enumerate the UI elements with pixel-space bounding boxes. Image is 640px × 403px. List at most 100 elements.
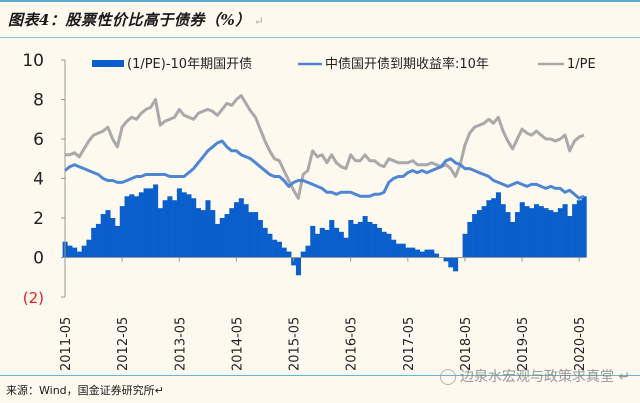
spread-bar-2012-12: [153, 184, 159, 258]
spread-bar-2011-06: [67, 245, 73, 258]
chart: (2) 0 2 4 6 8 10 2011-05 2012-05 2013-05 2014-05 20…: [22, 51, 596, 371]
spread-bar-2013-06: [181, 192, 187, 258]
spread-bar-2013-01: [157, 208, 163, 258]
spread-bar-2015-02: [276, 241, 282, 258]
spread-bar-2012-06: [124, 196, 130, 258]
spread-bar-2015-07: [300, 251, 306, 258]
spread-bar-2018-07: [472, 214, 478, 258]
y-tick-label: 8: [33, 91, 44, 111]
pe-line: [65, 94, 585, 200]
x-tick-label: 2012-05: [116, 317, 131, 371]
spread-bar-2019-08: [534, 204, 540, 258]
spread-bar-2016-02: [334, 227, 340, 258]
spread-bar-2015-03: [281, 247, 287, 258]
spread-bar-2020-01: [557, 208, 563, 258]
spread-bar-2014-06: [238, 198, 244, 258]
x-tick-label: 2013-05: [173, 317, 188, 371]
spread-bar-2017-02: [391, 239, 397, 258]
spread-bar-2014-12: [267, 233, 273, 258]
spread-bar-2017-01: [386, 233, 392, 258]
spread-bar-2016-05: [348, 219, 354, 258]
source-note: 来源：Wind，国金证券研究所↵: [6, 384, 164, 397]
spread-bars: [62, 184, 587, 276]
spread-bar-2015-12: [324, 229, 330, 258]
x-tick-label: 2019-05: [516, 317, 531, 371]
spread-bar-2014-04: [229, 208, 235, 258]
spread-bar-2012-07: [129, 194, 135, 258]
spread-bar-2016-08: [362, 216, 368, 258]
figure-title-text: 图表4：股票性价比高于债券（%）: [8, 11, 251, 29]
spread-bar-2020-02: [562, 204, 568, 258]
axes: (2) 0 2 4 6 8 10 2011-05 2012-05 2013-05 2014-05 20…: [22, 51, 588, 371]
spread-bar-2013-12: [210, 210, 216, 258]
spread-bar-2012-05: [119, 206, 125, 258]
spread-bar-2013-02: [162, 200, 168, 258]
spread-bar-2019-07: [529, 208, 535, 258]
spread-bar-2016-07: [357, 221, 363, 258]
spread-bar-2019-01: [500, 204, 506, 258]
spread-bar-2019-02: [505, 212, 511, 258]
spread-bar-2011-12: [95, 223, 102, 258]
y-tick-label: (2): [23, 289, 44, 307]
spread-bar-2020-05: [576, 200, 582, 258]
spread-bar-2017-11: [434, 253, 440, 258]
spread-bar-2017-06: [410, 247, 416, 258]
spread-bar-2017-09: [424, 249, 430, 258]
spread-bar-2013-09: [195, 208, 201, 258]
source-rule: [0, 375, 640, 376]
spread-bar-2017-10: [429, 249, 435, 258]
spread-bar-2015-09: [310, 225, 316, 258]
x-tick-label: 2017-05: [402, 317, 417, 371]
spread-bar-2018-01: [443, 257, 449, 262]
spread-bar-2018-10: [486, 200, 492, 258]
figure-title: 图表4：股票性价比高于债券（%） ↵: [8, 9, 264, 30]
spread-bar-2020-06: [581, 196, 587, 258]
spread-bar-2018-12: [495, 192, 501, 258]
spread-bar-2016-04: [343, 237, 349, 258]
spread-bar-2016-10: [372, 223, 378, 258]
spread-bar-2011-08: [76, 251, 82, 258]
spread-bar-2012-09: [138, 192, 144, 258]
x-tick-label: 2018-05: [459, 317, 474, 371]
spread-bar-2014-09: [253, 212, 259, 258]
spread-bar-2011-09: [81, 245, 87, 258]
y-tick-label: 6: [33, 130, 44, 150]
spread-bar-2015-01: [272, 239, 278, 258]
legend-label-pe: 1/PE: [567, 57, 596, 72]
spread-bar-2019-05: [519, 202, 525, 258]
spread-bar-2014-11: [262, 227, 268, 258]
spread-bar-2014-02: [219, 218, 225, 258]
spread-bar-2017-03: [395, 243, 401, 258]
spread-bar-2012-08: [134, 196, 140, 258]
spread-bar-2013-03: [167, 196, 173, 258]
spread-bar-2014-03: [224, 214, 230, 258]
spread-bar-2011-10: [86, 239, 92, 258]
spread-bar-2019-09: [538, 206, 544, 258]
spread-bar-2015-06: [295, 257, 301, 276]
spread-bar-2013-07: [186, 194, 192, 258]
spread-bar-2018-11: [491, 198, 497, 258]
spread-bar-2019-11: [548, 210, 554, 258]
y-tick-label: 10: [22, 51, 44, 71]
spread-bar-2017-04: [400, 243, 406, 258]
spread-bar-2018-08: [476, 210, 482, 258]
legend-label-yield: 中债国开债到期收益率:10年: [325, 56, 489, 72]
spread-bar-2013-11: [205, 200, 211, 258]
spread-bar-2014-08: [248, 212, 254, 258]
title-rule: [0, 37, 640, 38]
spread-bar-2018-02: [448, 257, 454, 268]
x-tick-label: 2016-05: [345, 317, 360, 371]
spread-bar-2016-06: [353, 223, 359, 258]
spread-bar-2015-11: [319, 227, 325, 258]
spread-bar-2014-01: [214, 223, 221, 258]
legend-label-spread: (1/PE)-10年期国开债: [127, 57, 252, 72]
spread-bar-2016-09: [367, 221, 373, 258]
spread-bar-2017-08: [419, 251, 425, 258]
spread-bar-2012-03: [110, 218, 116, 258]
watermark-text: 边泉水宏观与政策求真堂 ↵: [460, 369, 631, 385]
spread-bar-2011-11: [91, 227, 97, 258]
lines: [64, 94, 585, 200]
x-tick-label: 2015-05: [288, 317, 303, 371]
spread-bar-2019-10: [543, 208, 549, 258]
spread-bar-2011-07: [72, 247, 78, 258]
